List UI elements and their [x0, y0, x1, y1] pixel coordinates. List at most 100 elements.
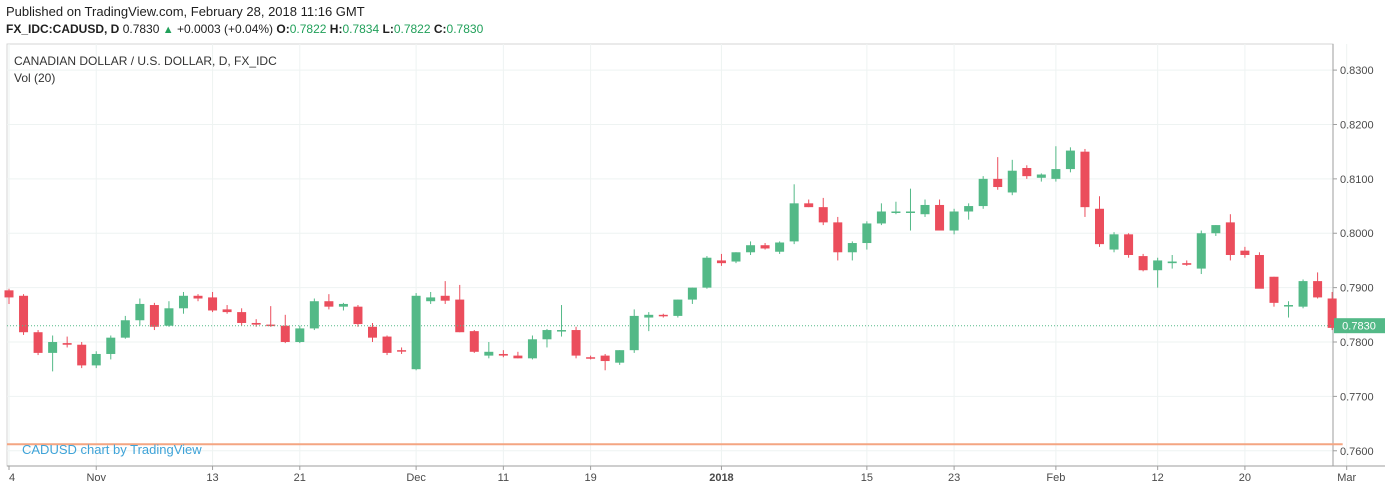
- candle-body: [469, 331, 479, 352]
- time-tick-label: 13: [206, 472, 218, 484]
- candle-body: [353, 306, 363, 325]
- candle: [1138, 253, 1148, 272]
- candle: [135, 298, 145, 326]
- candle: [1036, 173, 1046, 182]
- candle: [1022, 165, 1032, 179]
- price-tick-label: 0.8300: [1340, 65, 1374, 77]
- candle-body: [251, 322, 261, 325]
- candle: [455, 284, 465, 333]
- candle: [1065, 147, 1075, 173]
- time-tick-label: 15: [861, 472, 873, 484]
- candle: [746, 241, 756, 255]
- candle: [295, 325, 305, 344]
- candle-body: [571, 330, 581, 356]
- candle-body: [964, 206, 974, 212]
- candle: [673, 299, 683, 318]
- price-tick-label: 0.8000: [1340, 228, 1374, 240]
- low-value: 0.7822: [393, 22, 431, 36]
- candle-body: [862, 223, 872, 244]
- candle-body: [1182, 263, 1192, 265]
- price-tick-label: 0.8100: [1340, 174, 1374, 186]
- candle-body: [397, 350, 407, 352]
- candles: [4, 146, 1352, 372]
- candle-body: [993, 178, 1003, 188]
- candle-body: [615, 350, 625, 363]
- candle-body: [1153, 260, 1163, 271]
- time-tick-label: 20: [1239, 472, 1251, 484]
- candle-body: [527, 339, 537, 359]
- candle: [266, 306, 276, 327]
- candle: [353, 305, 363, 327]
- candle-body: [1138, 256, 1148, 271]
- legend-title: CANADIAN DOLLAR / U.S. DOLLAR, D, FX_IDC: [14, 54, 277, 68]
- candle: [1167, 255, 1177, 269]
- candle-body: [658, 314, 668, 317]
- candle-body: [920, 204, 930, 215]
- candle-body: [949, 211, 959, 231]
- watermark-link[interactable]: CADUSD chart by TradingView: [22, 442, 202, 457]
- candle-body: [1327, 298, 1337, 328]
- candle: [1211, 225, 1221, 236]
- candle: [702, 256, 712, 289]
- candle-body: [716, 260, 726, 264]
- candle: [978, 176, 988, 209]
- candle-body: [324, 301, 334, 307]
- candle-body: [804, 203, 814, 208]
- price-tag: 0.7830: [1334, 318, 1385, 334]
- candle-body: [426, 297, 436, 302]
- price-axis[interactable]: 0.8300 0.8200 0.8100 0.8000 0.7900 0.7800 0.77…: [1333, 65, 1374, 458]
- candle-body: [120, 320, 130, 338]
- close-value: 0.7830: [446, 22, 484, 36]
- change-value: +0.0003 (+0.04%): [176, 22, 274, 36]
- candle-body: [513, 355, 523, 359]
- candle-body: [1298, 281, 1308, 307]
- time-tick-label: 12: [1152, 472, 1164, 484]
- candle: [120, 315, 130, 339]
- candle: [687, 287, 697, 304]
- candle: [1240, 246, 1250, 258]
- candle-body: [1109, 234, 1119, 250]
- candle-body: [1269, 276, 1279, 303]
- candle: [1124, 233, 1134, 258]
- candle: [1196, 230, 1206, 275]
- candle: [905, 188, 915, 231]
- close-label: C:: [433, 22, 447, 36]
- candle: [1051, 146, 1061, 182]
- candle: [382, 335, 392, 356]
- candle: [731, 252, 741, 264]
- high-label: H:: [329, 22, 343, 36]
- published-caption: Published on TradingView.com, February 2…: [6, 4, 365, 19]
- candle: [1095, 196, 1104, 247]
- candle-body: [295, 328, 305, 343]
- candle-body: [1240, 250, 1250, 255]
- candle-body: [77, 344, 87, 366]
- time-axis[interactable]: 4 Nov 13 21 Dec 11 19 2018 15 23 Feb 12 20 Mar: [8, 466, 1356, 484]
- candle-body: [1051, 169, 1061, 179]
- candle-body: [91, 353, 101, 366]
- candle: [964, 203, 974, 220]
- plot-area: [6, 43, 1334, 467]
- time-tick-label: Dec: [406, 472, 426, 484]
- candle: [847, 241, 857, 261]
- time-tick-label: Mar: [1337, 472, 1356, 484]
- candle-body: [760, 245, 770, 249]
- candle: [62, 336, 72, 348]
- candle-body: [746, 245, 756, 253]
- candle-body: [498, 353, 508, 356]
- candle: [426, 291, 436, 304]
- candle: [993, 157, 1003, 190]
- candle-body: [193, 295, 203, 299]
- time-tick-label: 19: [584, 472, 596, 484]
- candle: [324, 294, 334, 310]
- candle: [33, 330, 43, 356]
- candle-body: [266, 324, 276, 327]
- time-tick-label: 11: [498, 472, 509, 484]
- candle: [876, 203, 886, 226]
- ohlc-readout: FX_IDC:CADUSD, D 0.7830 ▲ +0.0003 (+0.04…: [6, 22, 483, 36]
- candle-body: [1254, 255, 1264, 289]
- candle-body: [600, 355, 610, 362]
- symbol-label[interactable]: FX_IDC:CADUSD, D: [6, 22, 120, 36]
- legend-volume: Vol (20): [14, 71, 55, 85]
- candle-body: [775, 242, 785, 252]
